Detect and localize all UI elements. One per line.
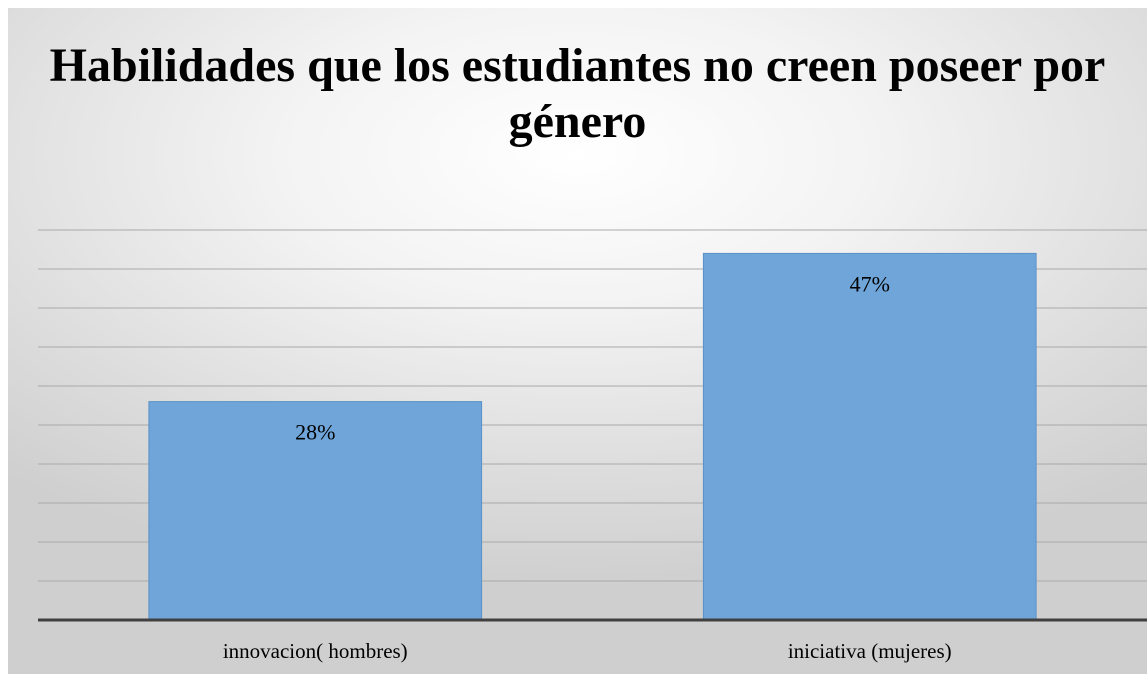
bar-1 bbox=[702, 252, 1037, 621]
chart-title: Habilidades que los estudiantes no creen… bbox=[49, 39, 1106, 148]
x-tick-label-0: innovacion( hombres) bbox=[223, 639, 408, 663]
data-label-1: 47% bbox=[850, 271, 890, 296]
chart-area: Habilidades que los estudiantes no creen… bbox=[8, 8, 1147, 674]
bar-chart: 28% innovacion( hombres) 47% iniciativa (mu… bbox=[38, 229, 1147, 663]
data-label-0: 28% bbox=[295, 420, 335, 445]
bar-0 bbox=[148, 401, 483, 621]
x-tick-label-1: iniciativa (mujeres) bbox=[788, 639, 952, 663]
